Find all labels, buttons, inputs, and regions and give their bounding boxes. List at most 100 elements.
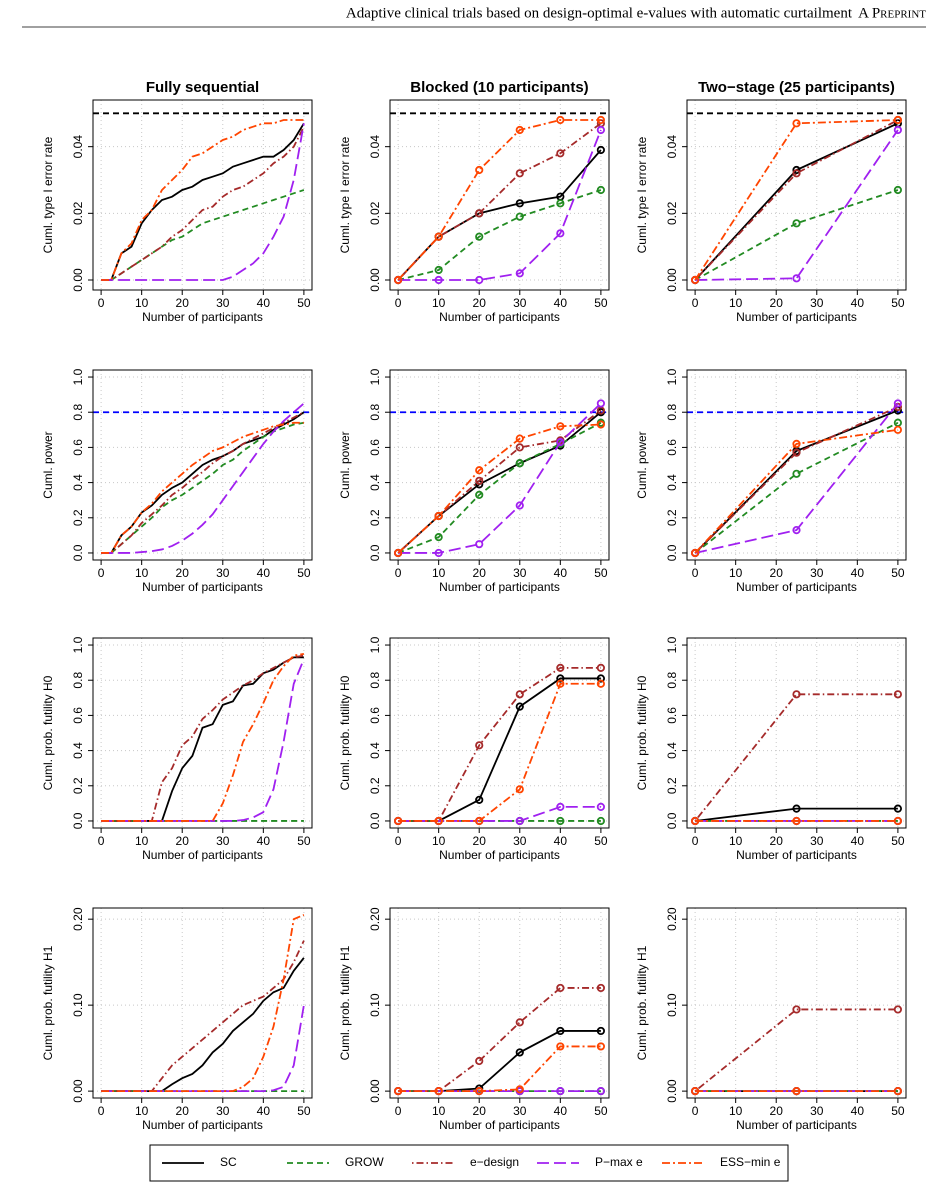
point-marker bbox=[556, 115, 565, 125]
y-tick-label: 0.00 bbox=[368, 268, 382, 292]
point-marker bbox=[515, 212, 524, 221]
x-tick-label: 20 bbox=[473, 566, 487, 580]
point-marker bbox=[556, 802, 565, 811]
x-tick-label: 0 bbox=[98, 834, 105, 848]
x-axis-label: Number of participants bbox=[736, 1118, 857, 1132]
point-marker bbox=[596, 1087, 605, 1096]
point-marker bbox=[556, 199, 565, 208]
y-axis-label: Cuml. prob. futility H0 bbox=[338, 675, 352, 790]
y-tick-label: 0.4 bbox=[368, 742, 382, 759]
series-line bbox=[101, 126, 305, 281]
point-marker bbox=[475, 795, 484, 804]
x-tick-label: 50 bbox=[297, 296, 311, 310]
x-axis-label: Number of participants bbox=[736, 310, 857, 324]
legend-label: ESS−min e bbox=[720, 1155, 781, 1169]
x-tick-label: 20 bbox=[176, 834, 190, 848]
y-tick-label: 0.00 bbox=[368, 1079, 382, 1103]
x-axis-label: Number of participants bbox=[142, 580, 263, 594]
x-tick-label: 30 bbox=[810, 566, 824, 580]
y-tick-label: 0.4 bbox=[368, 474, 382, 491]
series-line bbox=[397, 421, 602, 554]
y-tick-label: 0.6 bbox=[71, 707, 85, 724]
point-marker bbox=[556, 679, 565, 688]
point-marker bbox=[556, 983, 565, 993]
series-line bbox=[694, 402, 899, 554]
x-tick-label: 30 bbox=[513, 1104, 527, 1118]
y-tick-label: 0.2 bbox=[368, 777, 382, 794]
y-axis-label: Cuml. prob. futility H1 bbox=[635, 945, 649, 1060]
point-marker bbox=[792, 169, 801, 178]
y-tick-label: 1.0 bbox=[368, 636, 382, 653]
point-marker bbox=[556, 149, 565, 158]
point-marker bbox=[434, 548, 443, 558]
series-line bbox=[398, 682, 601, 822]
point-marker bbox=[596, 1042, 605, 1051]
point-marker bbox=[691, 816, 700, 826]
y-tick-label: 0.02 bbox=[368, 201, 382, 225]
series-line bbox=[398, 987, 601, 1093]
x-tick-label: 10 bbox=[729, 834, 743, 848]
x-tick-label: 40 bbox=[257, 566, 271, 580]
y-tick-label: 0.6 bbox=[368, 439, 382, 456]
x-tick-label: 0 bbox=[692, 1104, 699, 1118]
y-tick-label: 0.2 bbox=[665, 777, 679, 794]
point-marker bbox=[515, 199, 524, 208]
x-tick-label: 20 bbox=[770, 566, 784, 580]
point-marker bbox=[596, 1026, 605, 1036]
y-tick-label: 0.4 bbox=[71, 474, 85, 491]
y-tick-label: 0.20 bbox=[71, 907, 85, 931]
point-marker bbox=[475, 741, 484, 750]
x-tick-label: 10 bbox=[432, 566, 446, 580]
x-tick-label: 10 bbox=[432, 1104, 446, 1118]
x-axis-label: Number of participants bbox=[736, 580, 857, 594]
plot-frame bbox=[92, 907, 313, 1099]
plot-frame bbox=[686, 637, 907, 829]
point-marker bbox=[596, 802, 605, 811]
point-marker bbox=[556, 1026, 565, 1036]
series-line bbox=[695, 129, 899, 281]
plot-frame bbox=[92, 99, 313, 291]
point-marker bbox=[394, 816, 403, 826]
x-axis-label: Number of participants bbox=[439, 848, 560, 862]
point-marker bbox=[691, 275, 700, 285]
point-marker bbox=[515, 169, 524, 178]
panel-title: Fully sequential bbox=[146, 79, 259, 96]
y-tick-label: 0.0 bbox=[71, 812, 85, 829]
point-marker bbox=[596, 125, 605, 135]
point-marker bbox=[691, 548, 700, 558]
y-tick-label: 0.00 bbox=[71, 268, 85, 292]
point-marker bbox=[515, 816, 524, 826]
y-tick-label: 0.8 bbox=[665, 672, 679, 689]
point-marker bbox=[475, 466, 484, 475]
x-tick-label: 0 bbox=[395, 566, 402, 580]
y-axis-label: Cuml. prob. futility H0 bbox=[635, 675, 649, 790]
y-tick-label: 0.00 bbox=[665, 1079, 679, 1103]
y-axis-label: Cuml. prob. futility H0 bbox=[41, 675, 55, 790]
point-marker bbox=[515, 1018, 524, 1027]
x-tick-label: 50 bbox=[891, 566, 905, 580]
point-marker bbox=[893, 125, 902, 135]
point-marker bbox=[475, 490, 484, 500]
point-marker bbox=[792, 119, 801, 128]
series-line bbox=[398, 667, 601, 822]
point-marker bbox=[515, 459, 524, 468]
y-tick-label: 1.0 bbox=[71, 368, 85, 385]
point-marker bbox=[434, 511, 443, 521]
point-marker bbox=[556, 438, 565, 447]
x-tick-label: 0 bbox=[395, 834, 402, 848]
point-marker bbox=[475, 816, 484, 826]
point-marker bbox=[434, 275, 443, 285]
point-marker bbox=[792, 469, 801, 478]
y-tick-label: 1.0 bbox=[665, 368, 679, 385]
y-tick-label: 0.04 bbox=[71, 135, 85, 159]
x-tick-label: 40 bbox=[257, 296, 271, 310]
x-tick-label: 50 bbox=[891, 834, 905, 848]
series-line bbox=[101, 421, 304, 554]
x-axis-label: Number of participants bbox=[439, 310, 560, 324]
x-tick-label: 10 bbox=[432, 834, 446, 848]
series-line bbox=[695, 807, 898, 822]
plot-frame bbox=[389, 99, 610, 291]
x-tick-label: 50 bbox=[297, 1104, 311, 1118]
y-axis-label: Cuml. power bbox=[338, 431, 352, 498]
series-line bbox=[398, 129, 602, 281]
